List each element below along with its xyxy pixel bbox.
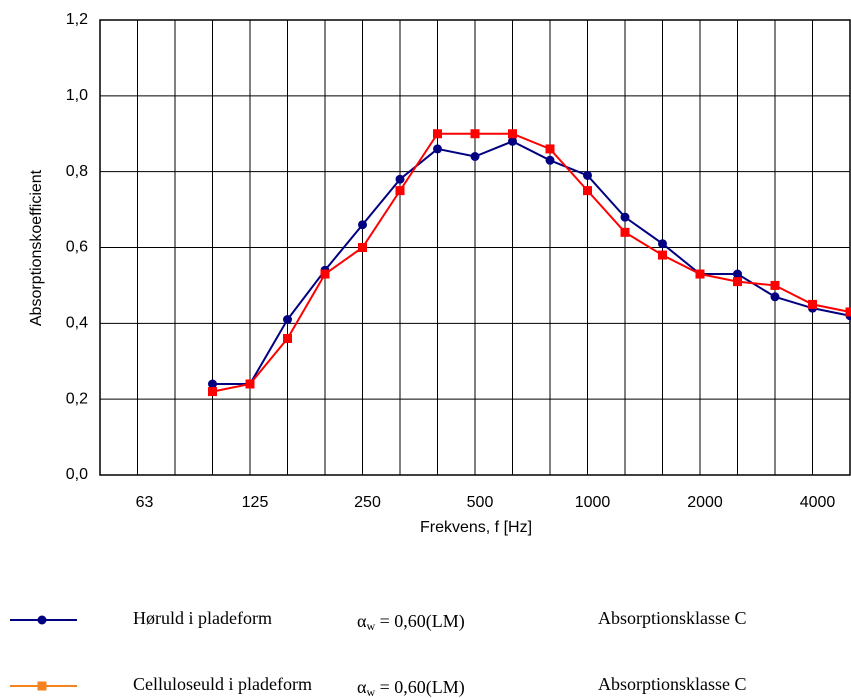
x-tick-label: 4000 (800, 494, 836, 511)
marker (845, 307, 851, 317)
legend-entry: Celluloseuld i pladeform αw = 0,60(LM) Abs… (10, 674, 747, 698)
rating: αw = 0,60(LM) (357, 611, 465, 633)
marker (508, 129, 517, 139)
marker (37, 681, 47, 691)
y-tick-label: 1,0 (66, 87, 88, 104)
marker (508, 136, 517, 146)
marker (658, 239, 667, 249)
marker (395, 174, 405, 184)
marker (283, 315, 292, 325)
legend-label: Høruld i pladeform (133, 608, 272, 628)
marker (358, 243, 367, 252)
rating-sub: w (366, 685, 375, 698)
marker (208, 387, 217, 397)
y-tick-label: 0,2 (66, 390, 88, 407)
y-axis-label: Absorptionskoefficient (28, 169, 45, 326)
marker (695, 269, 705, 279)
marker (37, 615, 47, 625)
x-tick-label: 2000 (687, 494, 723, 511)
rating-value: = 0,60(LM) (375, 611, 465, 632)
marker (770, 280, 780, 290)
marker (470, 129, 480, 139)
marker (433, 144, 442, 154)
y-tick-label: 1,2 (66, 11, 88, 28)
legend-label: Celluloseuld i pladeform (133, 674, 312, 694)
marker (320, 269, 330, 279)
marker (433, 129, 442, 139)
marker (583, 170, 592, 180)
plot-frame (99, 19, 851, 476)
marker (395, 186, 405, 196)
marker (283, 334, 292, 343)
marker (208, 379, 217, 389)
marker (470, 152, 480, 161)
marker (583, 186, 592, 196)
absorption-class: Absorptionsklasse C (598, 674, 747, 694)
rating-value: = 0,60(LM) (375, 677, 465, 698)
x-tick-label: 63 (136, 494, 154, 511)
series-line (212, 140, 851, 385)
series-line (212, 132, 851, 393)
rating-symbol: α (357, 677, 367, 697)
marker (808, 299, 817, 309)
rating-symbol: α (357, 611, 367, 631)
marker (620, 227, 630, 237)
marker (658, 250, 667, 260)
marker (245, 379, 255, 389)
y-tick-label: 0,6 (66, 239, 88, 256)
marker (733, 277, 742, 287)
y-tick-label: 0,0 (66, 466, 88, 483)
rating: αw = 0,60(LM) (357, 677, 465, 698)
marker (620, 212, 630, 222)
marker (770, 292, 780, 302)
x-tick-label: 1000 (575, 494, 611, 511)
y-tick-label: 0,4 (66, 315, 88, 332)
absorption-class: Absorptionsklasse C (598, 608, 747, 628)
rating-sub: w (366, 619, 375, 633)
legend-entry: Høruld i pladeform αw = 0,60(LM) Absorptio… (10, 608, 747, 633)
marker (545, 144, 555, 154)
x-tick-label: 125 (242, 494, 269, 511)
x-tick-label: 500 (467, 494, 494, 511)
x-tick-label: 250 (354, 494, 381, 511)
marker (733, 269, 742, 279)
x-axis-label: Frekvens, f [Hz] (420, 519, 532, 536)
y-tick-label: 0,8 (66, 163, 88, 180)
marker (545, 155, 555, 165)
marker (358, 220, 367, 230)
